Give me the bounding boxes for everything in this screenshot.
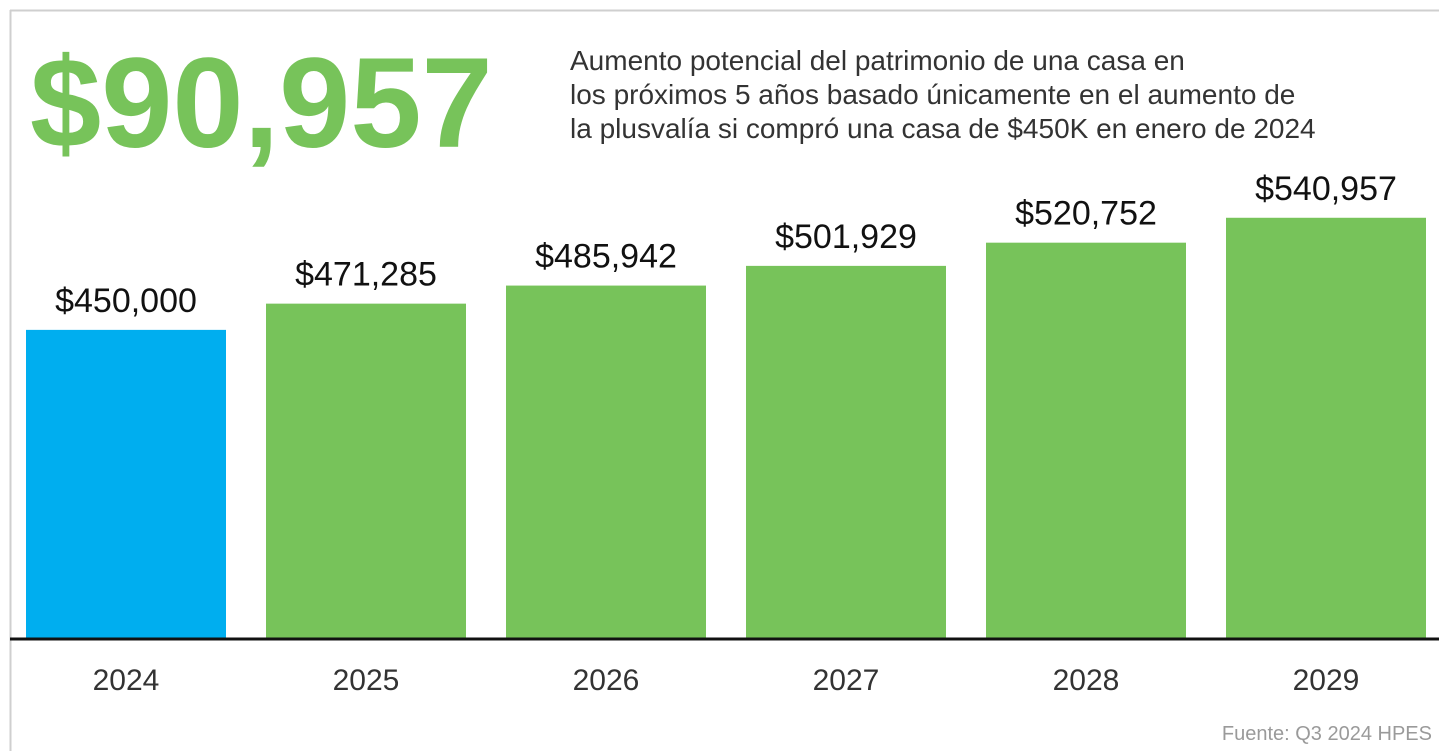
bar bbox=[26, 329, 226, 638]
x-tick-label: 2024 bbox=[93, 664, 160, 697]
bar bbox=[266, 303, 466, 638]
subtitle-line: la plusvalía si compró una casa de $450K… bbox=[570, 113, 1316, 144]
chart-title: $90,957 bbox=[30, 32, 493, 175]
value-label: $540,957 bbox=[1255, 170, 1397, 208]
x-tick-label: 2028 bbox=[1053, 664, 1120, 697]
value-label: $485,942 bbox=[535, 238, 677, 276]
subtitle-line: los próximos 5 años basado únicamente en… bbox=[570, 79, 1295, 110]
x-tick-label: 2025 bbox=[333, 664, 400, 697]
bar bbox=[986, 242, 1186, 638]
value-label: $450,000 bbox=[55, 282, 197, 320]
bar bbox=[1226, 217, 1426, 638]
x-tick-label: 2026 bbox=[573, 664, 640, 697]
bar bbox=[746, 265, 946, 638]
value-label: $471,285 bbox=[295, 256, 437, 294]
subtitle-line: Aumento potencial del patrimonio de una … bbox=[570, 45, 1185, 76]
x-tick-label: 2027 bbox=[813, 664, 880, 697]
bar bbox=[506, 285, 706, 638]
value-label: $520,752 bbox=[1015, 195, 1157, 233]
source: Fuente: Q3 2024 HPES bbox=[1222, 723, 1432, 745]
x-tick-label: 2029 bbox=[1293, 664, 1360, 697]
value-label: $501,929 bbox=[775, 218, 917, 256]
